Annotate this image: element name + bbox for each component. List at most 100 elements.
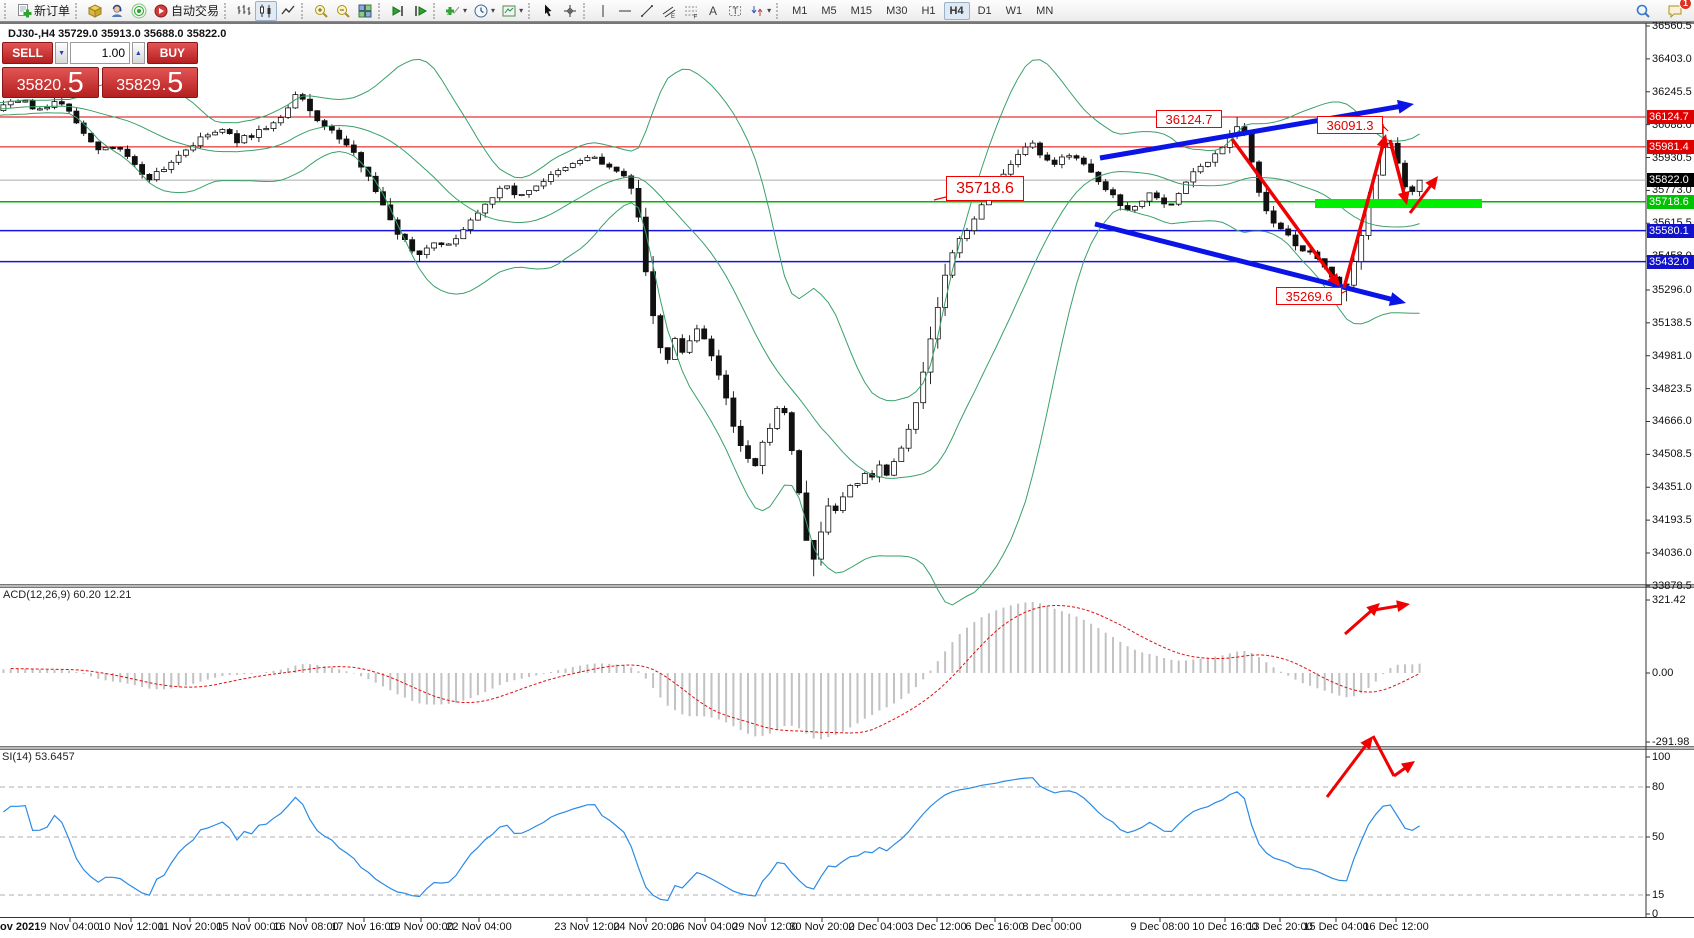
timeframe-d1-button[interactable]: D1 [977,4,992,17]
toolbar-tile-windows-button[interactable] [354,1,376,21]
price-axis-label: 36560.5 [1652,20,1692,32]
time-axis-label: 8 Dec 00:00 [1022,921,1082,933]
timeframe-m1-button[interactable]: M1 [792,4,808,17]
svg-text:A: A [709,4,717,18]
price-axis-label: 34193.5 [1652,514,1692,527]
price-badge: 35432.0 [1647,254,1694,269]
toolbar-auto-trading-button[interactable]: 自动交易 [150,1,222,21]
price-annotation-box: 35269.6 [1276,287,1342,305]
time-axis-label: 15 Dec 04:00 [1303,921,1369,933]
toolbar: 新订单 自动交易 ▾ ▾ ▾ E F A T ▾ M1 M5 M15 M30 H1 H4 D1 W1 MN 1 [0,0,1694,22]
sell-button[interactable]: SELL [2,42,54,64]
time-axis-label: 10 Nov 12:00 [98,921,164,933]
toolbar-zoom-in-button[interactable] [310,1,332,21]
buy-button[interactable]: BUY [146,42,198,64]
toolbar-right: 1 [1632,0,1692,21]
toolbar-group-grip [378,2,384,19]
toolbar-equidistant-channel-button[interactable]: E [658,1,680,21]
price-axis-label: 35930.5 [1652,151,1692,164]
timeframe-h4-button[interactable]: H4 [943,1,970,20]
toolbar-signals-button[interactable] [128,1,150,21]
toolbar-market-watch-button[interactable] [84,1,106,21]
price-badge: 35822.0 [1647,173,1694,188]
toolbar-fibonacci-button[interactable]: F [680,1,702,21]
timeframe-m30-button[interactable]: M30 [886,4,908,17]
timeframe-m5-button[interactable]: M5 [821,4,837,17]
toolbar-arrows-button[interactable]: ▾ [746,1,774,21]
buy-price[interactable]: 35829. 5 [101,67,198,98]
macd-axis-label: 0.00 [1652,667,1674,679]
toolbar-new-order-button[interactable]: 新订单 [13,1,73,21]
time-axis-label: ov 2021 [0,921,41,933]
price-badge: 35981.4 [1647,139,1694,154]
svg-text:F: F [694,14,698,19]
toolbar-indicators-button[interactable]: ▾ [442,1,470,21]
toolbar-group-grip [433,2,439,19]
time-axis-label: 17 Nov 16:00 [331,921,397,933]
time-axis-label: 11 Nov 20:00 [157,921,223,933]
sell-price[interactable]: 35820. 5 [2,67,99,98]
time-axis-label: 3 Dec 12:00 [907,921,967,933]
timeframe-w1-button[interactable]: W1 [1005,4,1023,17]
toolbar-cursor-button[interactable] [537,1,559,21]
price-badge: 36124.7 [1647,109,1694,124]
trendline-icon [641,4,654,17]
toolbar-trend-line-button[interactable] [636,1,658,21]
volume-input[interactable] [70,42,130,64]
price-axis-label: 36403.0 [1652,52,1692,65]
time-axis-label: 24 Nov 20:00 [613,921,679,933]
dropdown-caret-icon[interactable]: ▾ [519,6,524,15]
toolbar-group-grip [224,2,230,19]
toolbar-zoom-out-button[interactable] [332,1,354,21]
time-axis-label: 16 Nov 08:00 [273,921,339,933]
toolbar-new-order-label: 新订单 [34,4,71,18]
toolbar-auto-trading-label: 自动交易 [171,4,220,18]
toolbar-notifications-button[interactable]: 1 [1664,0,1692,21]
toolbar-chart-shift-button[interactable] [409,1,431,21]
timeframe-mn-button[interactable]: MN [1036,4,1054,17]
text-a-icon: A [709,4,717,18]
price-badge: 35580.1 [1647,223,1694,238]
dropdown-caret-icon[interactable]: ▾ [491,6,496,15]
price-axis-label: 34351.0 [1652,481,1692,494]
toolbar-group-grip [776,2,782,19]
toolbar-text-label-button[interactable]: T [724,1,746,21]
dropdown-caret-icon[interactable]: ▾ [767,6,772,15]
toolbar-periods-button[interactable]: ▾ [470,1,498,21]
toolbar-support-chat-button[interactable] [106,1,128,21]
price-axis-label: 34981.0 [1652,349,1692,362]
toolbar-templates-button[interactable]: ▾ [498,1,526,21]
timeframe-h1-button[interactable]: H1 [921,4,936,17]
volume-increase-button[interactable]: ▲ [132,42,145,64]
time-axis-label: 9 Nov 04:00 [40,921,100,933]
toolbar-line-chart-button[interactable] [277,1,299,21]
rsi-label: SI(14) 53.6457 [2,751,75,763]
toolbar-vertical-line-button[interactable] [592,1,614,21]
indicators-icon [446,6,460,15]
cursor-icon [545,4,552,16]
time-axis-label: 23 Nov 12:00 [554,921,620,933]
toolbar-auto-scroll-button[interactable] [387,1,409,21]
toolbar-search-button[interactable] [1632,1,1654,21]
toolbar-group-grip [528,2,534,19]
hline-icon [619,10,632,11]
toolbar-candlestick-chart-button[interactable] [255,0,278,21]
rsi-axis-label: 100 [1652,751,1671,763]
toolbar-bar-chart-button[interactable] [233,1,255,21]
time-axis-label: 6 Dec 16:00 [965,921,1025,933]
macd-label: ACD(12,26,9) 60.20 12.21 [3,589,132,601]
text-label-icon: T [729,5,742,16]
toolbar-horizontal-line-button[interactable] [614,1,636,21]
toolbar-text-button[interactable]: A [702,1,724,21]
dropdown-caret-icon[interactable]: ▾ [463,6,468,15]
volume-decrease-button[interactable]: ▼ [55,42,68,64]
rsi-axis-label: 50 [1652,831,1665,843]
search-icon [1636,4,1650,18]
price-axis-label: 33878.5 [1652,579,1692,592]
fibo-icon: F [685,6,698,19]
timeframe-m15-button[interactable]: M15 [850,4,873,17]
notification-count-badge: 1 [1678,0,1692,10]
toolbar-crosshair-button[interactable] [559,1,581,21]
time-axis-label: 30 Nov 20:00 [789,921,855,933]
